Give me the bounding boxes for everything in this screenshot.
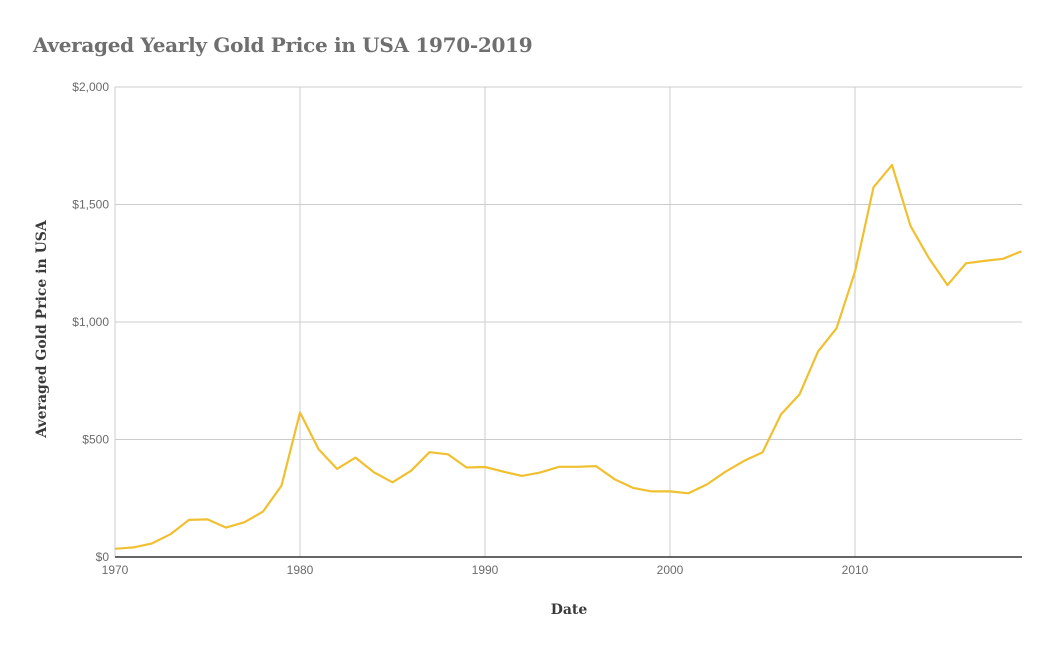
y-axis-ticks: $0 $500 $1,000 $1,500 $2,000 — [72, 80, 109, 564]
y-tick-label: $1,500 — [72, 198, 109, 212]
y-tick-label: $500 — [82, 433, 109, 447]
x-axis-ticks: 1970 1980 1990 2000 2010 — [102, 563, 869, 577]
x-tick-label: 1970 — [102, 563, 129, 577]
y-axis-title: Averaged Gold Price in USA — [34, 219, 50, 439]
x-axis-title: Date — [551, 602, 588, 618]
gold-price-line — [114, 163, 1022, 550]
y-tick-label: $0 — [96, 550, 110, 564]
x-tick-label: 2010 — [842, 563, 869, 577]
chart-title: Averaged Yearly Gold Price in USA 1970-2… — [33, 33, 533, 57]
y-tick-label: $2,000 — [72, 80, 109, 94]
x-tick-label: 2000 — [657, 563, 684, 577]
x-tick-label: 1990 — [472, 563, 499, 577]
y-tick-label: $1,000 — [72, 315, 109, 329]
gridlines — [114, 86, 1022, 557]
x-tick-label: 1980 — [287, 563, 314, 577]
